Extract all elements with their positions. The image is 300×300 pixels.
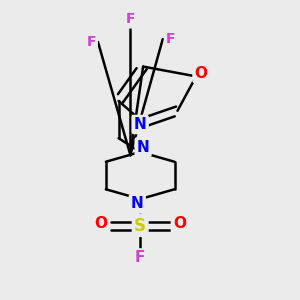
Text: O: O — [173, 216, 186, 231]
Text: N: N — [134, 117, 147, 132]
Text: N: N — [131, 196, 144, 211]
Text: F: F — [166, 32, 175, 46]
Text: O: O — [194, 66, 208, 81]
Text: F: F — [135, 250, 146, 266]
Text: N: N — [137, 140, 149, 154]
Text: F: F — [126, 13, 135, 26]
Text: S: S — [134, 217, 146, 235]
Text: F: F — [86, 35, 96, 49]
Text: O: O — [94, 216, 107, 231]
